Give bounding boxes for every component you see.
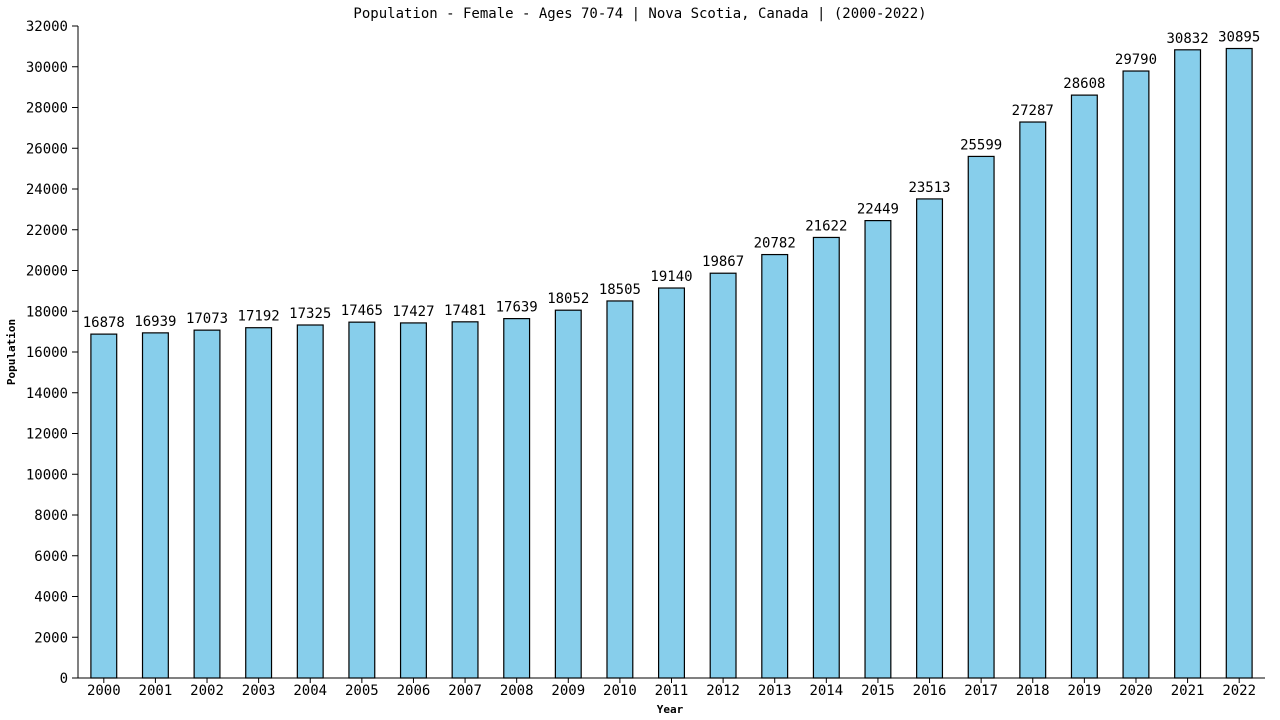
bar — [296, 324, 324, 679]
bar — [1225, 47, 1253, 679]
data-label: 21622 — [805, 218, 847, 234]
x-tick-label: 2014 — [809, 683, 843, 699]
data-label: 17481 — [444, 303, 486, 319]
y-tick-label: 24000 — [26, 182, 68, 198]
data-label: 17192 — [238, 309, 280, 325]
x-tick-label: 2006 — [397, 683, 431, 699]
bar — [554, 309, 582, 679]
bar — [1070, 94, 1098, 679]
bar — [141, 332, 169, 679]
x-tick-label: 2015 — [861, 683, 895, 699]
bar — [1122, 70, 1150, 679]
y-tick-label: 16000 — [26, 345, 68, 361]
x-tick-label: 2009 — [551, 683, 585, 699]
bar — [916, 198, 944, 679]
bar — [503, 318, 531, 679]
y-tick-label: 18000 — [26, 304, 68, 320]
bar — [761, 253, 789, 679]
x-tick-label: 2022 — [1222, 683, 1256, 699]
y-tick-label: 26000 — [26, 141, 68, 157]
data-label: 17325 — [289, 306, 331, 322]
x-tick-label: 2017 — [964, 683, 998, 699]
bars — [90, 47, 1253, 679]
x-tick-label: 2011 — [655, 683, 689, 699]
data-label: 18052 — [547, 291, 589, 307]
bar — [1174, 49, 1202, 679]
x-tick-label: 2013 — [758, 683, 792, 699]
y-axis: 0 2000 4000 6000 8000 10000 12000 14000 16000 180… — [26, 19, 79, 687]
data-label: 17073 — [186, 311, 228, 327]
bar — [606, 300, 634, 679]
bar — [812, 236, 840, 679]
data-label: 29790 — [1115, 52, 1157, 68]
x-tick-label: 2018 — [1016, 683, 1050, 699]
x-tick-label: 2021 — [1171, 683, 1205, 699]
bar — [967, 155, 995, 679]
x-tick-label: 2019 — [1068, 683, 1102, 699]
x-tick-label: 2012 — [706, 683, 740, 699]
chart-title: Population - Female - Ages 70-74 | Nova … — [353, 6, 926, 22]
data-label: 17427 — [392, 304, 434, 320]
data-label: 23513 — [908, 180, 950, 196]
x-tick-label: 2008 — [500, 683, 534, 699]
data-label: 17639 — [496, 300, 538, 316]
data-labels: 16878 16939 17073 17192 17325 17465 17427 17481… — [83, 30, 1261, 332]
data-label: 30832 — [1167, 31, 1209, 47]
y-tick-label: 2000 — [34, 630, 68, 646]
data-label: 16878 — [83, 315, 125, 331]
data-label: 19140 — [650, 269, 692, 285]
data-label: 28608 — [1063, 76, 1105, 92]
x-tick-label: 2020 — [1119, 683, 1153, 699]
data-label: 16939 — [134, 314, 176, 330]
bar — [451, 321, 479, 679]
data-label: 17465 — [341, 303, 383, 319]
y-tick-label: 4000 — [34, 590, 68, 606]
x-tick-label: 2004 — [293, 683, 327, 699]
data-label: 18505 — [599, 282, 641, 298]
bar — [709, 272, 737, 679]
y-axis-title: Population — [5, 319, 18, 385]
bar — [90, 333, 118, 679]
y-tick-label: 8000 — [34, 508, 68, 524]
data-label: 20782 — [754, 236, 796, 252]
bar — [864, 220, 892, 679]
y-tick-label: 22000 — [26, 223, 68, 239]
y-tick-label: 0 — [60, 671, 68, 687]
y-tick-label: 12000 — [26, 427, 68, 443]
y-tick-label: 10000 — [26, 467, 68, 483]
x-tick-label: 2002 — [190, 683, 224, 699]
bar — [348, 321, 376, 679]
data-label: 22449 — [857, 202, 899, 218]
bar — [1019, 121, 1047, 679]
x-tick-label: 2005 — [345, 683, 379, 699]
bar — [657, 287, 686, 679]
y-tick-label: 20000 — [26, 264, 68, 280]
x-axis: 2000 2001 2002 2003 2004 2005 2006 2007 2008 2009… — [78, 677, 1265, 699]
data-label: 27287 — [1012, 103, 1054, 119]
x-tick-label: 2000 — [87, 683, 121, 699]
x-tick-label: 2001 — [139, 683, 173, 699]
x-tick-label: 2016 — [913, 683, 947, 699]
data-label: 25599 — [960, 137, 1002, 153]
x-tick-label: 2003 — [242, 683, 276, 699]
y-tick-label: 28000 — [26, 101, 68, 117]
y-tick-label: 32000 — [26, 19, 68, 35]
data-label: 30895 — [1218, 30, 1260, 46]
y-tick-label: 14000 — [26, 386, 68, 402]
y-tick-label: 30000 — [26, 60, 68, 76]
x-tick-label: 2010 — [603, 683, 637, 699]
y-tick-label: 6000 — [34, 549, 68, 565]
bar — [193, 329, 221, 679]
bar — [399, 322, 427, 679]
bar — [245, 327, 273, 679]
x-tick-label: 2007 — [448, 683, 482, 699]
x-axis-title: Year — [657, 703, 684, 716]
data-label: 19867 — [702, 254, 744, 270]
